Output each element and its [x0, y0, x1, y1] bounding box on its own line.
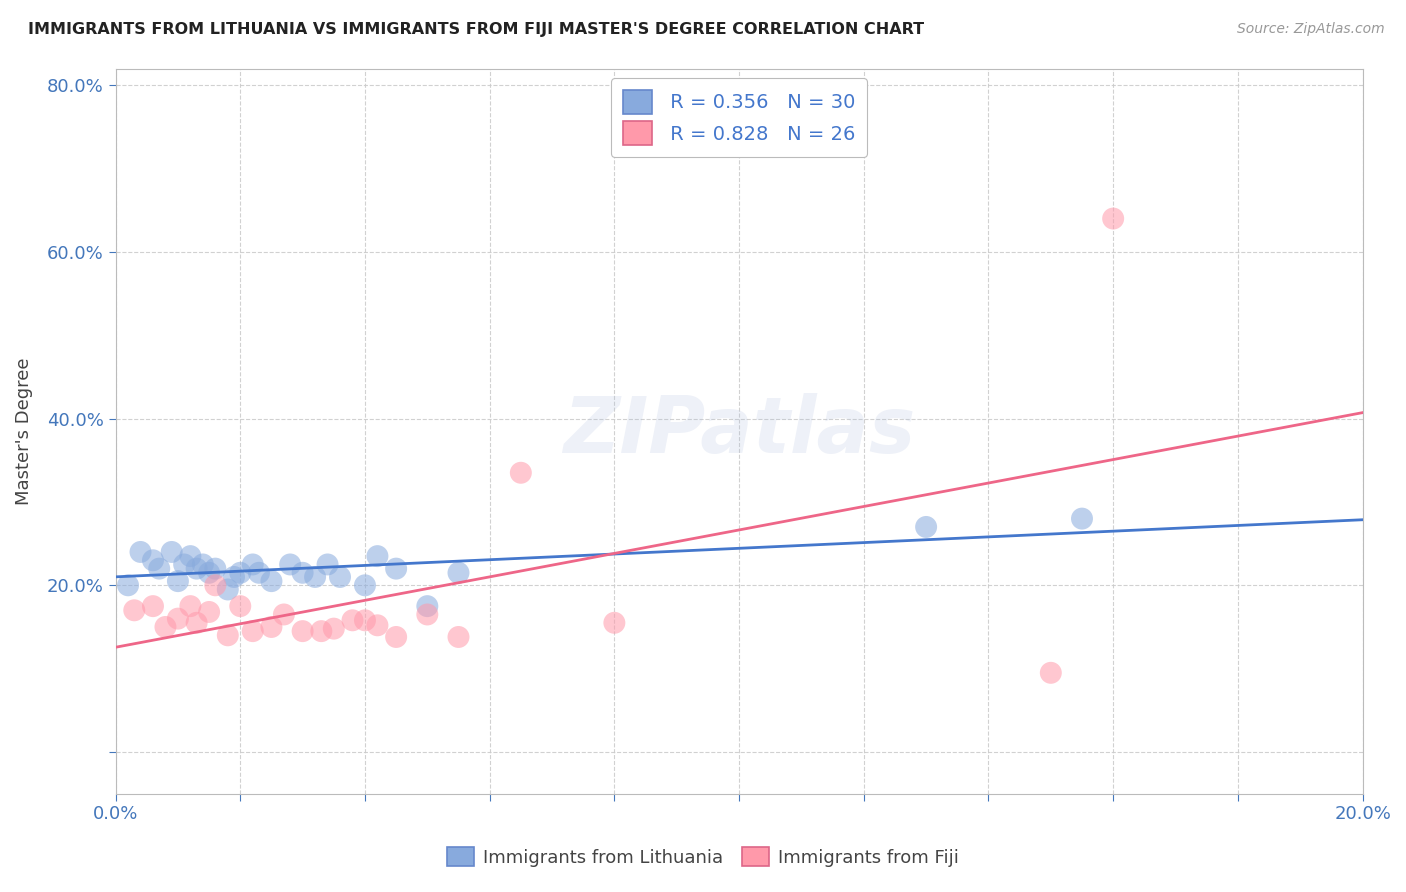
- Point: [229, 566, 252, 580]
- Point: [316, 558, 339, 572]
- Legend:  R = 0.356   N = 30,  R = 0.828   N = 26: R = 0.356 N = 30, R = 0.828 N = 26: [612, 78, 868, 157]
- Text: IMMIGRANTS FROM LITHUANIA VS IMMIGRANTS FROM FIJI MASTER'S DEGREE CORRELATION CH: IMMIGRANTS FROM LITHUANIA VS IMMIGRANTS …: [28, 22, 924, 37]
- Text: ZIPatlas: ZIPatlas: [562, 393, 915, 469]
- Point: [416, 607, 439, 622]
- Point: [260, 574, 283, 588]
- Point: [142, 599, 165, 614]
- Point: [509, 466, 531, 480]
- Point: [247, 566, 270, 580]
- Point: [155, 620, 177, 634]
- Point: [186, 561, 208, 575]
- Point: [117, 578, 139, 592]
- Point: [191, 558, 214, 572]
- Point: [366, 618, 388, 632]
- Point: [167, 574, 190, 588]
- Point: [179, 599, 201, 614]
- Point: [142, 553, 165, 567]
- Point: [222, 570, 245, 584]
- Point: [229, 599, 252, 614]
- Point: [1039, 665, 1062, 680]
- Point: [603, 615, 626, 630]
- Point: [278, 558, 301, 572]
- Point: [167, 612, 190, 626]
- Point: [342, 613, 364, 627]
- Point: [329, 570, 352, 584]
- Point: [217, 582, 239, 597]
- Point: [354, 613, 377, 627]
- Point: [173, 558, 195, 572]
- Point: [385, 630, 408, 644]
- Point: [354, 578, 377, 592]
- Point: [291, 624, 314, 639]
- Point: [915, 520, 938, 534]
- Point: [217, 628, 239, 642]
- Point: [291, 566, 314, 580]
- Point: [447, 566, 470, 580]
- Point: [198, 566, 221, 580]
- Point: [311, 624, 333, 639]
- Point: [148, 561, 170, 575]
- Point: [304, 570, 326, 584]
- Point: [242, 624, 264, 639]
- Point: [260, 620, 283, 634]
- Point: [160, 545, 183, 559]
- Point: [198, 605, 221, 619]
- Point: [273, 607, 295, 622]
- Point: [204, 561, 226, 575]
- Point: [322, 622, 344, 636]
- Point: [242, 558, 264, 572]
- Point: [385, 561, 408, 575]
- Point: [124, 603, 146, 617]
- Text: Source: ZipAtlas.com: Source: ZipAtlas.com: [1237, 22, 1385, 37]
- Y-axis label: Master's Degree: Master's Degree: [15, 358, 32, 505]
- Point: [129, 545, 152, 559]
- Point: [447, 630, 470, 644]
- Point: [1102, 211, 1125, 226]
- Point: [1071, 511, 1094, 525]
- Point: [179, 549, 201, 563]
- Point: [186, 615, 208, 630]
- Legend: Immigrants from Lithuania, Immigrants from Fiji: Immigrants from Lithuania, Immigrants fr…: [440, 840, 966, 874]
- Point: [366, 549, 388, 563]
- Point: [416, 599, 439, 614]
- Point: [204, 578, 226, 592]
